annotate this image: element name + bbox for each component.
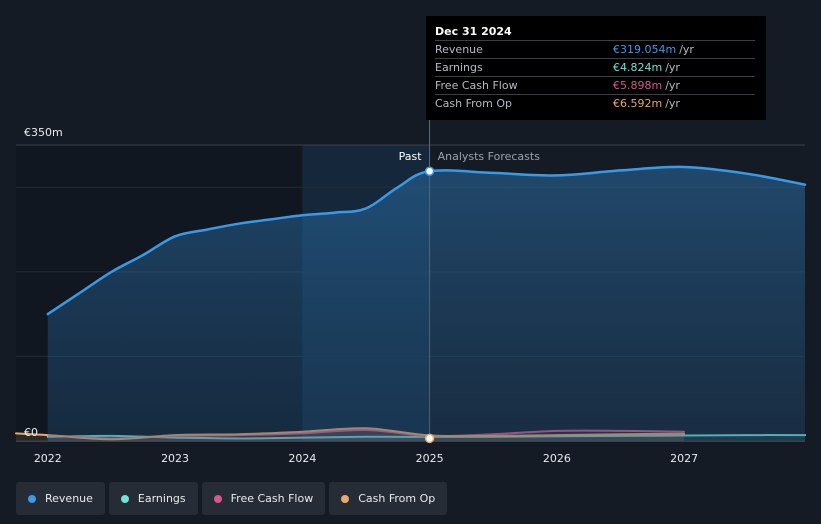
legend-item-free-cash-flow[interactable]: Free Cash Flow	[201, 482, 326, 515]
legend-dot-icon	[341, 494, 350, 503]
tooltip: Dec 31 2024 Revenue €319.054m /yr Earnin…	[426, 16, 766, 120]
tooltip-unit: /yr	[665, 61, 680, 74]
x-tick-label: 2023	[161, 452, 189, 465]
tooltip-row: Cash From Op €6.592m /yr	[435, 94, 755, 112]
chart: €350m €0 Past Analysts Forecasts 2022 2023 202…	[15, 120, 807, 465]
x-tick-label: 2025	[416, 452, 444, 465]
tooltip-unit: /yr	[665, 79, 680, 92]
legend-item-earnings[interactable]: Earnings	[108, 482, 198, 515]
series-area-revenue	[47, 166, 806, 441]
tooltip-value: €4.824m	[613, 61, 663, 74]
tooltip-row: Earnings €4.824m /yr	[435, 58, 755, 76]
tooltip-unit: /yr	[679, 43, 694, 56]
y-label-top: €350m	[24, 126, 63, 139]
y-label-bottom: €0	[24, 426, 38, 439]
legend-dot-icon	[120, 494, 129, 503]
legend-dot-icon	[28, 494, 36, 503]
x-tick-label: 2024	[288, 452, 316, 465]
past-label: Past	[399, 150, 423, 163]
x-tick-label: 2027	[670, 452, 698, 465]
series-line-revenue	[46, 165, 807, 316]
x-tick-label: 2026	[543, 452, 571, 465]
tooltip-label: Free Cash Flow	[435, 79, 518, 92]
legend-item-revenue[interactable]: Revenue	[16, 482, 105, 515]
legend-label: Free Cash Flow	[230, 492, 314, 505]
legend: Revenue Earnings Free Cash Flow Cash Fro…	[16, 482, 448, 515]
legend-dot-icon	[213, 494, 222, 503]
tooltip-label: Earnings	[435, 61, 483, 74]
tooltip-row: Revenue €319.054m /yr	[435, 40, 755, 58]
tooltip-value: €319.054m	[613, 43, 677, 56]
legend-label: Revenue	[45, 492, 93, 505]
tooltip-label: Cash From Op	[435, 97, 513, 110]
legend-label: Cash From Op	[358, 492, 436, 505]
tooltip-unit: /yr	[665, 97, 680, 110]
legend-item-cash-from-op[interactable]: Cash From Op	[329, 482, 448, 515]
tooltip-row: Free Cash Flow €5.898m /yr	[435, 76, 755, 94]
cash-from-op-marker	[424, 433, 435, 444]
legend-label: Earnings	[137, 492, 186, 505]
tooltip-value: €6.592m	[613, 97, 663, 110]
tooltip-value: €5.898m	[613, 79, 663, 92]
revenue-marker	[424, 166, 435, 176]
tooltip-label: Revenue	[435, 43, 483, 56]
forecast-label: Analysts Forecasts	[438, 150, 541, 163]
x-tick-label: 2022	[34, 452, 62, 465]
tooltip-date: Dec 31 2024	[435, 25, 512, 38]
